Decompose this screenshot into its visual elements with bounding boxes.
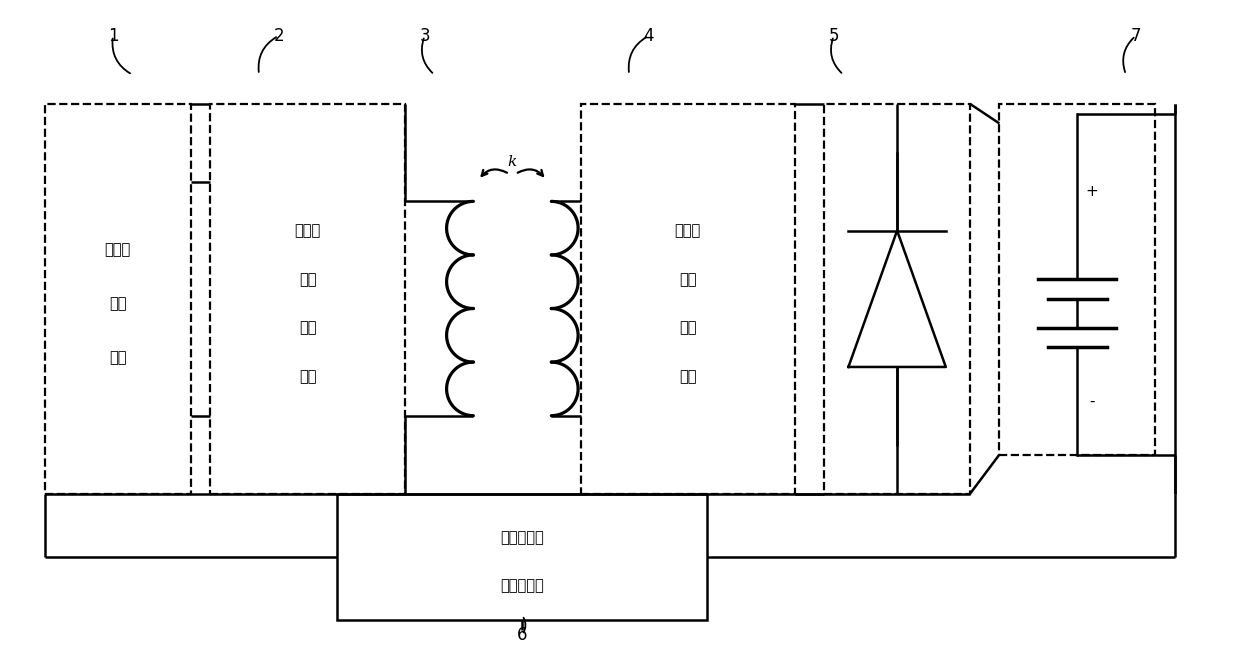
Text: 4: 4	[643, 27, 654, 45]
Text: 补偿: 补偿	[679, 321, 696, 335]
Text: 多谐振: 多谐振	[295, 223, 321, 238]
Text: 6: 6	[517, 626, 528, 644]
Text: -: -	[1089, 394, 1095, 409]
Text: 逆变: 逆变	[109, 296, 126, 311]
Text: 频率控制器: 频率控制器	[501, 579, 544, 594]
Text: 拓扑: 拓扑	[679, 369, 696, 384]
Text: 可变频: 可变频	[105, 243, 131, 258]
Text: 电源: 电源	[109, 350, 126, 365]
Text: 拓扑: 拓扑	[299, 369, 316, 384]
Text: 2: 2	[274, 27, 284, 45]
Text: 3: 3	[419, 27, 430, 45]
Text: +: +	[1085, 184, 1098, 199]
Text: k: k	[508, 155, 517, 169]
Text: 1: 1	[108, 27, 118, 45]
Text: 副边: 副边	[679, 272, 696, 287]
Text: 补偿: 补偿	[299, 321, 316, 335]
Text: 原边: 原边	[299, 272, 316, 287]
Text: 7: 7	[1130, 27, 1141, 45]
Text: 多谐振: 多谐振	[674, 223, 701, 238]
Text: 5: 5	[829, 27, 839, 45]
Text: 状态识别及: 状态识别及	[501, 530, 544, 545]
